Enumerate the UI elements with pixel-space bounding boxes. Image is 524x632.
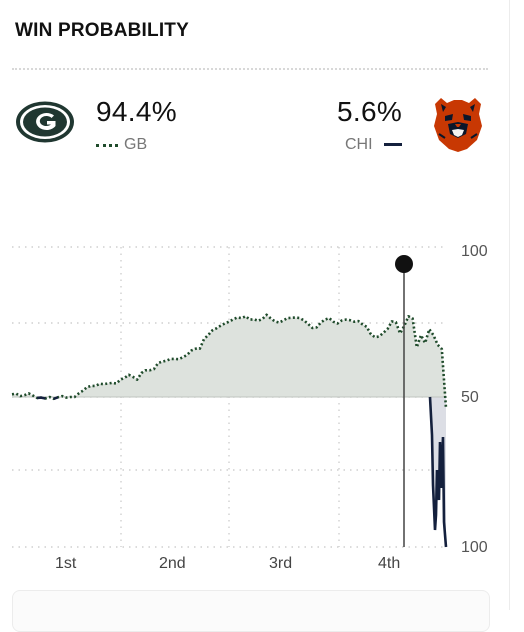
page-title: WIN PROBABILITY: [15, 20, 189, 41]
bears-logo-icon: [427, 94, 489, 159]
gb-abbreviation: GB: [124, 136, 148, 153]
x-tick-label-q4: 4th: [378, 555, 401, 572]
win-probability-chart: [11, 246, 524, 548]
x-tick-label-q2: 2nd: [159, 555, 186, 572]
panel-border: [509, 0, 510, 610]
gb-legend-line: [96, 144, 118, 147]
gb-win-percentage: 94.4%: [96, 96, 177, 127]
chi-series-line: [37, 397, 446, 408]
chi-legend-line: [384, 143, 402, 146]
y-tick-label-top: 100: [461, 243, 488, 260]
next-card: [12, 590, 490, 632]
x-tick-label-q1: 1st: [55, 555, 77, 572]
chi-area-fill: [12, 397, 446, 409]
header-divider: [12, 68, 488, 70]
current-marker-dot: [395, 255, 413, 273]
chi-series-line-late: [428, 396, 448, 548]
chi-win-percentage: 5.6%: [337, 96, 403, 127]
chi-abbreviation: CHI: [345, 136, 373, 153]
gb-series-line: [11, 313, 448, 409]
gb-area-fill: [12, 314, 446, 397]
y-tick-label-bottom: 100: [461, 539, 488, 556]
packers-logo-icon: [15, 100, 75, 149]
y-tick-label-mid: 50: [461, 389, 479, 406]
x-tick-label-q3: 3rd: [269, 555, 293, 572]
